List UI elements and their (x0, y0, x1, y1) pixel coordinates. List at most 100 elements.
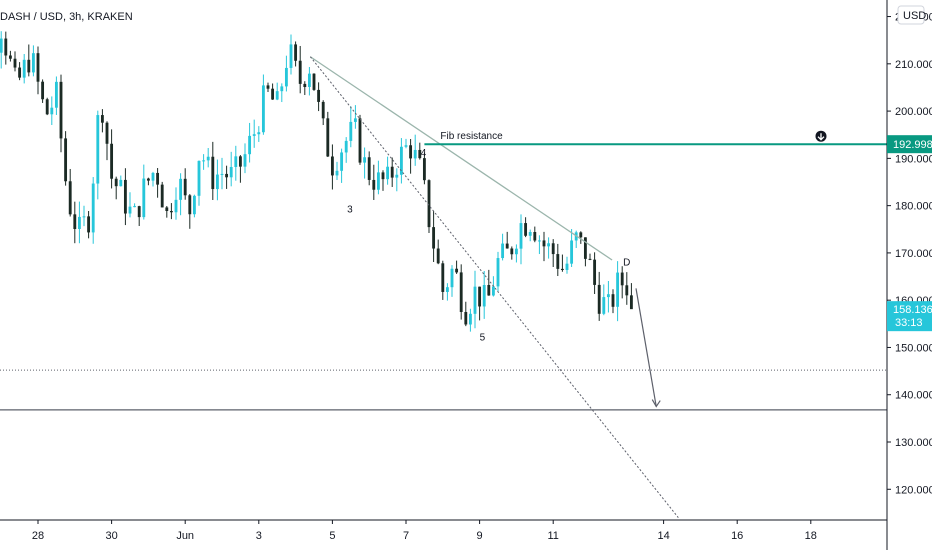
candle-body (482, 284, 486, 307)
candle-body (542, 240, 546, 247)
candle-body (238, 156, 242, 167)
arrow-down-glyph (817, 133, 825, 141)
candle-body (96, 115, 100, 184)
candle-body (560, 268, 564, 270)
candle-body (459, 272, 463, 312)
candle-body (606, 294, 610, 298)
trend-line[interactable] (309, 56, 613, 261)
candle-body (110, 143, 114, 179)
candle-body (36, 53, 40, 82)
candle-body (537, 240, 541, 242)
candle-body (620, 272, 624, 286)
candle-body (18, 67, 22, 78)
candle-body (450, 268, 454, 288)
candle-body (616, 272, 620, 307)
candle-body (206, 156, 210, 161)
candle-body (597, 284, 601, 314)
time-tick-label: 7 (403, 530, 409, 542)
candle-body (183, 178, 187, 196)
candle-body (234, 156, 238, 167)
candle-body (220, 173, 224, 175)
candle-body (64, 138, 68, 182)
candle-body (418, 149, 422, 159)
candle-body (455, 268, 459, 273)
candle-body (312, 73, 316, 90)
candle-body (192, 195, 196, 215)
candle-body (146, 178, 150, 181)
candle-body (261, 85, 265, 133)
candle-body (390, 166, 394, 178)
candle-body (491, 286, 495, 296)
candle-body (376, 172, 380, 190)
time-tick-label: 18 (805, 530, 817, 542)
arrow-down-circle-icon[interactable] (815, 130, 827, 142)
time-tick-label: 14 (657, 530, 669, 542)
candle-body (588, 258, 592, 260)
candle-body (133, 206, 137, 208)
candle-body (229, 166, 233, 178)
candle-body (137, 206, 141, 218)
candle-body (151, 172, 155, 181)
candle-body (625, 285, 629, 296)
candle-body (432, 227, 436, 249)
time-axis[interactable]: 262830Jun357911141618 (0, 519, 887, 542)
candle-body (73, 214, 77, 229)
time-tick-label: 5 (329, 530, 335, 542)
candle-body (321, 101, 325, 119)
candle-body (533, 231, 537, 241)
candle-body (45, 99, 49, 115)
candle-body (611, 294, 615, 307)
candle-body (473, 286, 477, 314)
candle-body (524, 223, 528, 236)
candle-body (91, 183, 95, 233)
candle-body (381, 172, 385, 180)
price-axis[interactable]: 120.000130.000140.000150.000160.000170.0… (886, 0, 932, 550)
candle-body (422, 158, 426, 181)
candle-body (13, 58, 17, 68)
candle-body (602, 297, 606, 314)
currency-button[interactable]: USD (897, 5, 926, 25)
candle-body (436, 248, 440, 264)
candle-body (179, 178, 183, 200)
candle-body (579, 232, 583, 238)
candle-body (593, 259, 597, 285)
wave-label: 5 (480, 332, 486, 343)
resistance-badge-value: 192.998 (893, 139, 932, 151)
time-tick-label: 3 (256, 530, 262, 542)
candle-body (68, 181, 72, 215)
candle-body (505, 243, 509, 249)
currency-label: USD (903, 10, 926, 22)
price-tick-label: 190.000 (895, 153, 932, 165)
candle-body (335, 170, 339, 176)
time-tick-label: 9 (477, 530, 483, 542)
candle-body (284, 67, 288, 87)
candle-body (169, 210, 173, 213)
candle-body (41, 81, 45, 100)
candle-body (413, 149, 417, 159)
price-tick-label: 130.000 (895, 437, 932, 449)
candle-body (59, 81, 63, 139)
candle-body (266, 85, 270, 89)
candle-body (100, 115, 104, 123)
candle-body (514, 248, 518, 255)
forecast-arrow-line[interactable] (635, 288, 657, 407)
candle-body (114, 178, 118, 187)
candle-body (156, 172, 160, 185)
candle-body (307, 73, 311, 88)
plot-area[interactable] (0, 31, 633, 332)
candle-body (197, 160, 201, 196)
candle-body (583, 237, 587, 259)
candle-body (248, 135, 252, 155)
candle-body (565, 263, 569, 270)
candle-body (294, 44, 298, 61)
candle-body (211, 156, 215, 190)
candle-body (547, 243, 551, 247)
candle-body (160, 184, 164, 208)
resistance-badge-bg (887, 135, 932, 154)
price-tick-label: 170.000 (895, 248, 932, 260)
drawings-layer[interactable]: Fib resistance 3 4 5 D (0, 56, 887, 518)
chart-title: DASH / USD, 3h, KRAKEN (0, 11, 133, 23)
candle-body (570, 240, 574, 264)
